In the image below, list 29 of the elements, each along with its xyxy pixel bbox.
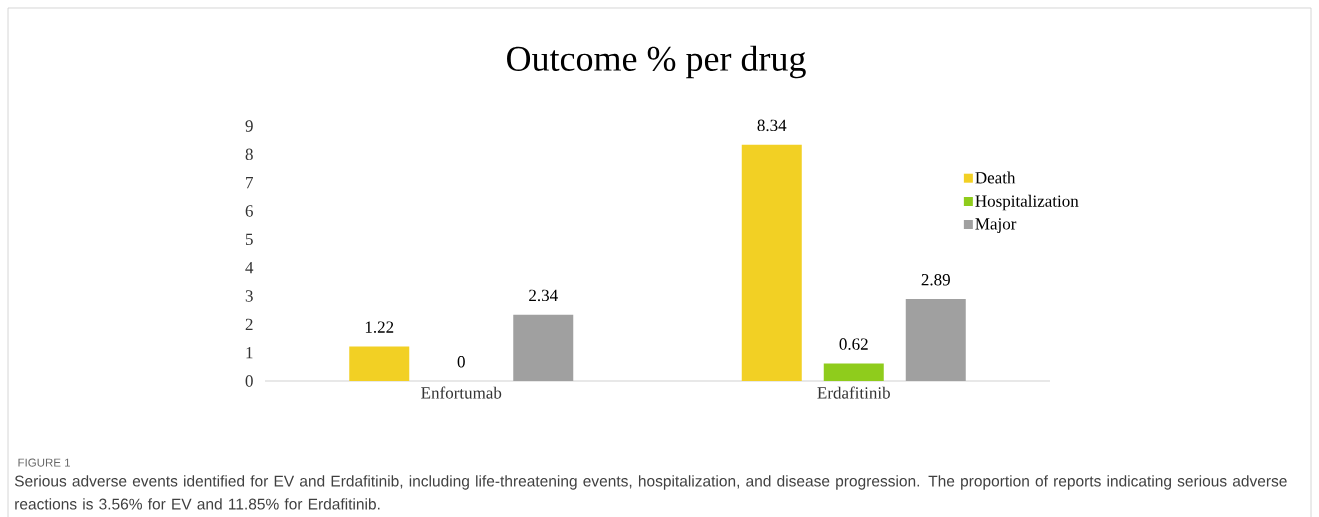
data-label: 2.89 bbox=[921, 274, 950, 286]
bar bbox=[905, 299, 966, 381]
y-tick-label: 5 bbox=[245, 233, 253, 245]
legend-label: Major bbox=[975, 218, 1017, 234]
caption: FIGURE 1 bbox=[18, 458, 70, 467]
data-label: 0.62 bbox=[839, 338, 868, 350]
y-tick-label: 2 bbox=[245, 318, 253, 330]
y-tick-label: 4 bbox=[245, 262, 254, 274]
bar bbox=[823, 363, 884, 381]
bar bbox=[741, 144, 802, 381]
y-tick-label: 1 bbox=[246, 347, 253, 359]
data-label: 0 bbox=[457, 355, 465, 368]
data-label: 1.22 bbox=[365, 321, 394, 333]
y-tick-label: 7 bbox=[246, 177, 253, 189]
text: Serious adverse events identified for EV and Erdafitinib, including life-threatening events, hospitalization, and disease progression. The proportion of reports indicating serious adverse reactions is 3.56% for EV and 11.85% for Erdafitinib. bbox=[14, 475, 1287, 510]
x-tick-label: Enfortumab bbox=[421, 386, 502, 399]
y-tick-label: 0 bbox=[245, 375, 253, 387]
y-tick-label: 9 bbox=[245, 120, 253, 132]
bar bbox=[513, 314, 574, 381]
bar bbox=[349, 346, 410, 381]
chart-title: Outcome % per drug bbox=[507, 45, 806, 79]
y-tick-label: 8 bbox=[245, 148, 253, 161]
legend-label: Hospitalization bbox=[975, 194, 1079, 211]
data-label: 2.34 bbox=[529, 289, 558, 302]
y-tick-label: 3 bbox=[245, 290, 253, 302]
x-tick-label: Erdafitinib bbox=[817, 386, 890, 399]
legend-label: Death bbox=[975, 171, 1016, 184]
data-label: 8.34 bbox=[757, 119, 787, 132]
y-tick-label: 6 bbox=[245, 205, 253, 217]
